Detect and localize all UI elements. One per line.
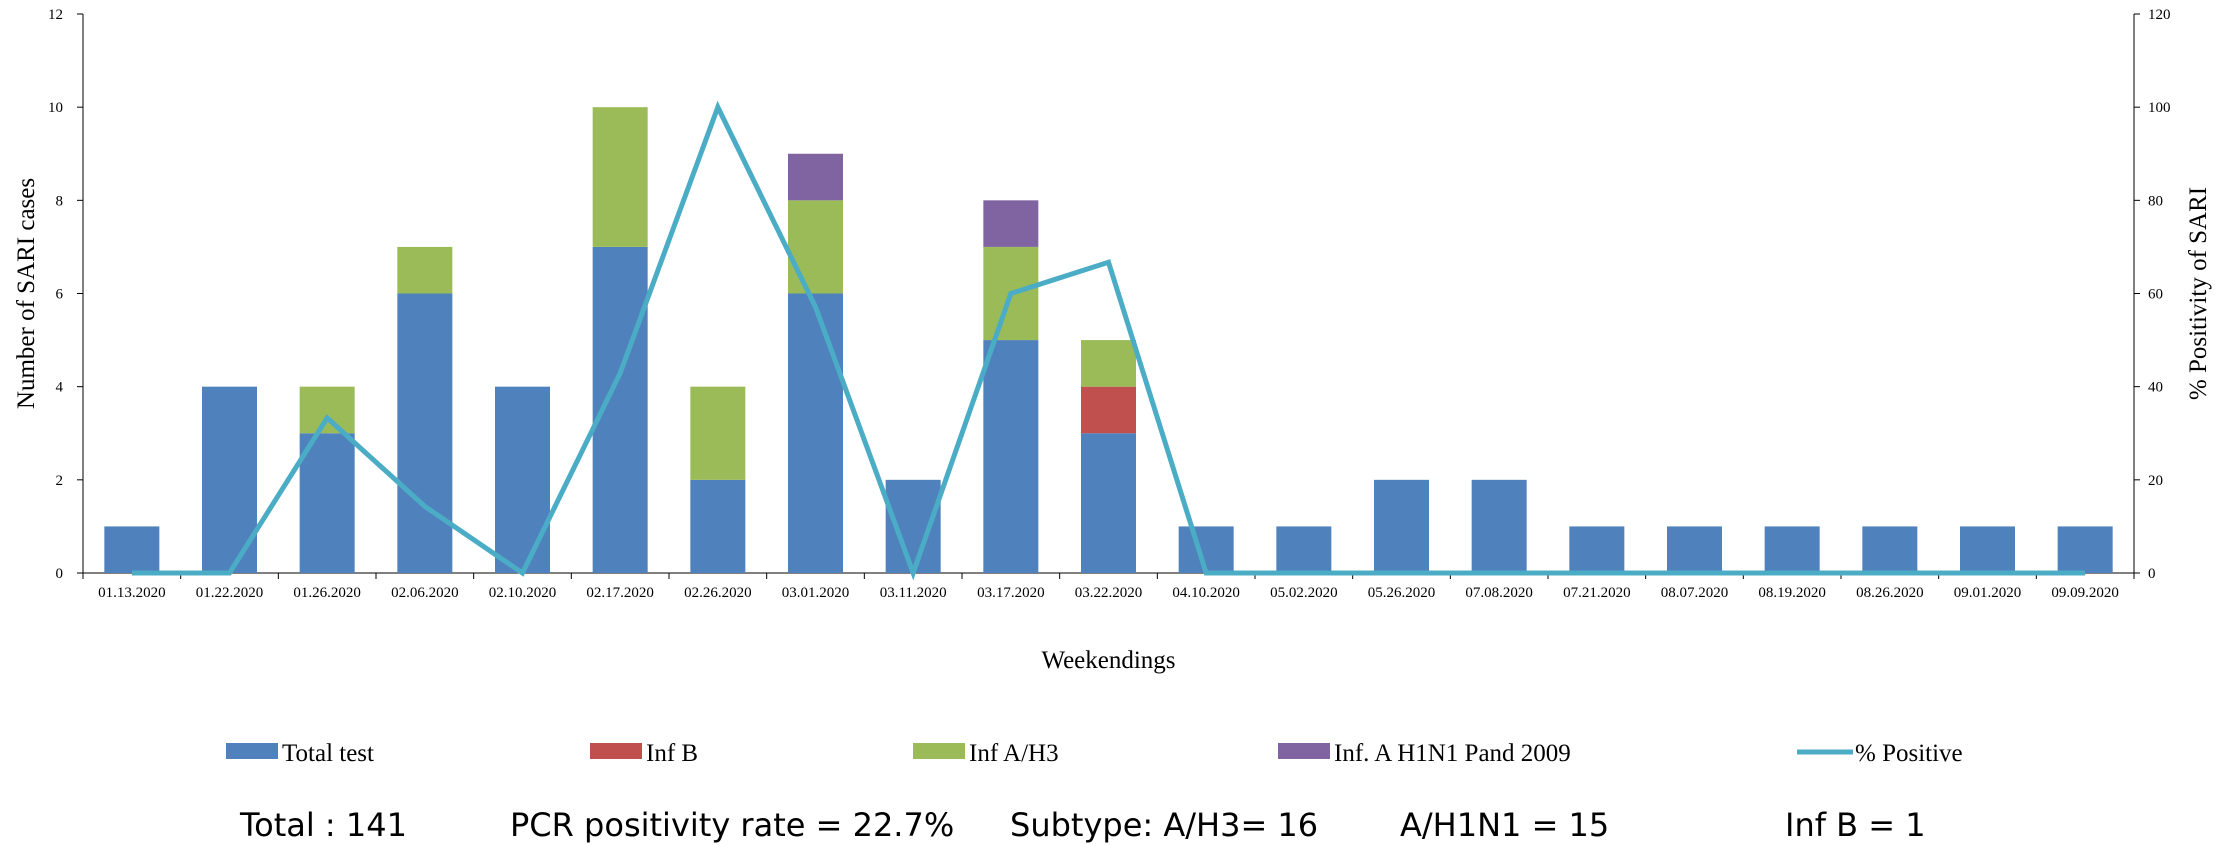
x-tick-label: 08.19.2020: [1758, 585, 1826, 601]
x-tick-label: 02.06.2020: [391, 585, 459, 601]
bar-total-test: [1569, 526, 1625, 573]
bar-total-test: [983, 340, 1039, 573]
x-tick-label: 05.26.2020: [1368, 585, 1436, 601]
x-tick-label: 01.22.2020: [196, 585, 264, 601]
bar-total-test: [1764, 526, 1820, 573]
y2-tick-label: 100: [2148, 100, 2171, 116]
y-axis-title: Number of SARI cases: [13, 178, 40, 409]
y2-tick-label: 60: [2148, 287, 2163, 303]
bar-total-test: [1081, 433, 1136, 573]
y-tick-label: 6: [56, 287, 64, 303]
legend-label: Inf A/H3: [969, 740, 1059, 767]
bar-total-test: [1374, 479, 1429, 573]
bar-total-test: [397, 293, 453, 573]
summary-inf-b: Inf B = 1: [1785, 806, 1926, 844]
bar-total-test: [690, 479, 746, 573]
y-tick-label: 0: [56, 566, 64, 582]
summary-total: Total : 141: [240, 806, 407, 844]
bar-total-test: [788, 293, 843, 573]
y-tick-label: 8: [56, 193, 64, 209]
bar-total-test: [1471, 479, 1527, 573]
y2-tick-label: 20: [2148, 473, 2163, 489]
x-tick-label: 08.07.2020: [1661, 585, 1729, 601]
bar-inf-a-h3: [1081, 340, 1136, 387]
bar-inf-a-h3: [299, 386, 355, 434]
bar-total-test: [1667, 526, 1722, 573]
x-tick-label: 01.26.2020: [293, 585, 361, 601]
x-axis-title: Weekendings: [1041, 647, 1175, 674]
bar-total-test: [2057, 526, 2113, 573]
x-tick-label: 03.11.2020: [880, 585, 947, 601]
legend-label: Total test: [282, 740, 374, 767]
bar-total-test: [299, 433, 355, 573]
x-tick-label: 01.13.2020: [98, 585, 166, 601]
y2-tick-label: 80: [2148, 193, 2163, 209]
x-tick-label: 03.01.2020: [782, 585, 850, 601]
legend-label: Inf B: [646, 740, 698, 767]
y-tick-label: 10: [48, 100, 63, 116]
legend-swatch: [1278, 743, 1330, 759]
y2-tick-label: 0: [2148, 566, 2156, 582]
summary-pcr-rate: PCR positivity rate = 22.7%: [510, 806, 955, 844]
x-tick-label: 03.17.2020: [977, 585, 1045, 601]
bar-inf-a-h3: [690, 386, 746, 480]
y2-tick-label: 40: [2148, 380, 2163, 396]
y2-tick-label: 120: [2148, 7, 2171, 23]
legend-label: Inf. A H1N1 Pand 2009: [1334, 740, 1571, 767]
y-tick-label: 4: [56, 380, 64, 396]
bar-total-test: [1862, 526, 1918, 573]
x-tick-label: 02.17.2020: [586, 585, 654, 601]
legend-swatch: [913, 743, 965, 759]
bar-total-test: [1960, 526, 2015, 573]
x-tick-label: 02.26.2020: [684, 585, 752, 601]
x-tick-label: 03.22.2020: [1075, 585, 1143, 601]
legend-swatch: [590, 743, 642, 759]
x-tick-label: 07.21.2020: [1563, 585, 1631, 601]
bar-inf-a-h1n1-pand-2009: [983, 200, 1039, 247]
legend-label: % Positive: [1855, 740, 1963, 767]
bar-total-test: [495, 386, 550, 573]
x-tick-label: 04.10.2020: [1172, 585, 1240, 601]
x-tick-label: 09.09.2020: [2051, 585, 2119, 601]
y2-axis-title: % Positivity of SARI: [2185, 187, 2212, 400]
x-tick-label: 02.10.2020: [489, 585, 557, 601]
bar-inf-a-h3: [788, 200, 843, 294]
x-tick-label: 07.08.2020: [1465, 585, 1533, 601]
bar-total-test: [104, 526, 160, 573]
y-tick-label: 2: [56, 473, 64, 489]
x-tick-label: 08.26.2020: [1856, 585, 1924, 601]
bar-inf-b: [1081, 386, 1136, 434]
bar-total-test: [1276, 526, 1332, 573]
y-tick-label: 12: [48, 7, 63, 23]
bar-inf-a-h1n1-pand-2009: [788, 153, 843, 201]
legend-swatch: [226, 743, 278, 759]
bar-inf-a-h3: [397, 246, 453, 294]
summary-subtype-h3: Subtype: A/H3= 16: [1010, 806, 1319, 844]
summary-h1n1: A/H1N1 = 15: [1400, 806, 1610, 844]
x-tick-label: 09.01.2020: [1954, 585, 2022, 601]
x-tick-label: 05.02.2020: [1270, 585, 1338, 601]
bar-inf-a-h3: [592, 107, 648, 247]
